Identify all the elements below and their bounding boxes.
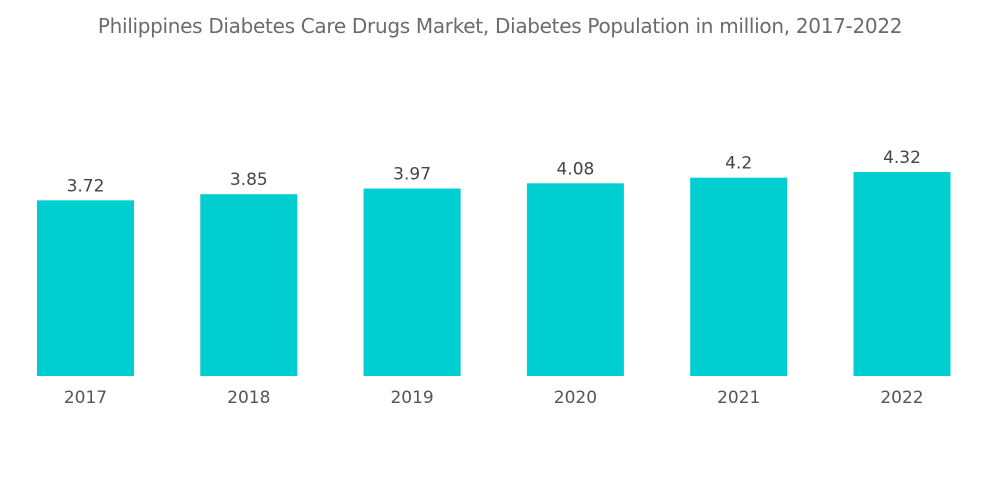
bar-2019: [363, 188, 461, 376]
data-label-2020: 4.08: [556, 159, 594, 179]
x-tick-label-2017: 2017: [64, 388, 107, 408]
data-label-2019: 3.97: [393, 165, 431, 185]
data-label-2021: 4.2: [725, 154, 752, 174]
x-tick-label-2021: 2021: [717, 388, 760, 408]
data-label-2018: 3.85: [230, 170, 268, 190]
bar-2021: [690, 177, 788, 376]
data-label-2017: 3.72: [67, 176, 105, 196]
bar-2017: [37, 200, 134, 376]
bar-2022: [853, 172, 951, 376]
x-tick-label-2022: 2022: [880, 388, 923, 408]
bar-2020: [526, 183, 624, 376]
data-label-2022: 4.32: [883, 148, 921, 168]
x-tick-label-2020: 2020: [554, 388, 597, 408]
x-tick-label-2019: 2019: [390, 388, 433, 408]
x-tick-label-2018: 2018: [227, 388, 270, 408]
chart-title: Philippines Diabetes Care Drugs Market, …: [97, 14, 903, 38]
bar-2018: [200, 194, 298, 376]
